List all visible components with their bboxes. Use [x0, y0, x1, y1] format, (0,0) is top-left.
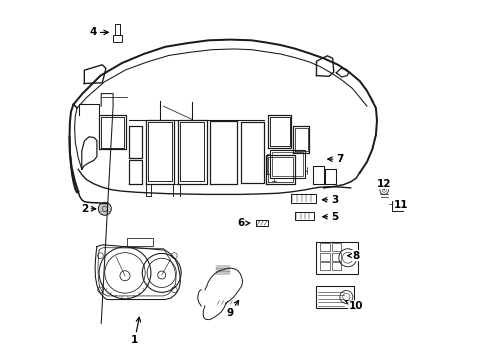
Text: 9: 9	[226, 300, 238, 318]
Bar	[272, 152, 302, 176]
Bar	[270, 150, 304, 178]
Bar	[331, 243, 341, 251]
Bar	[316, 286, 354, 308]
Text: 11: 11	[393, 200, 407, 210]
Text: 8: 8	[347, 251, 359, 261]
Bar	[331, 253, 341, 261]
Bar	[316, 242, 357, 274]
Text: 12: 12	[376, 179, 390, 190]
Bar	[320, 243, 329, 251]
Text: 6: 6	[237, 218, 249, 228]
Text: 2: 2	[81, 204, 96, 214]
Text: 10: 10	[345, 301, 363, 311]
Bar	[391, 201, 402, 211]
Text: 4: 4	[89, 27, 108, 37]
Bar	[294, 212, 313, 220]
Text: 1: 1	[131, 317, 141, 345]
Bar	[113, 35, 122, 42]
Bar	[291, 194, 315, 203]
Bar	[331, 262, 341, 270]
Bar	[320, 253, 329, 261]
Text: 5: 5	[322, 212, 337, 222]
Bar	[320, 262, 329, 270]
Text: 7: 7	[327, 154, 343, 164]
Bar	[256, 220, 267, 226]
Text: 3: 3	[322, 195, 337, 205]
